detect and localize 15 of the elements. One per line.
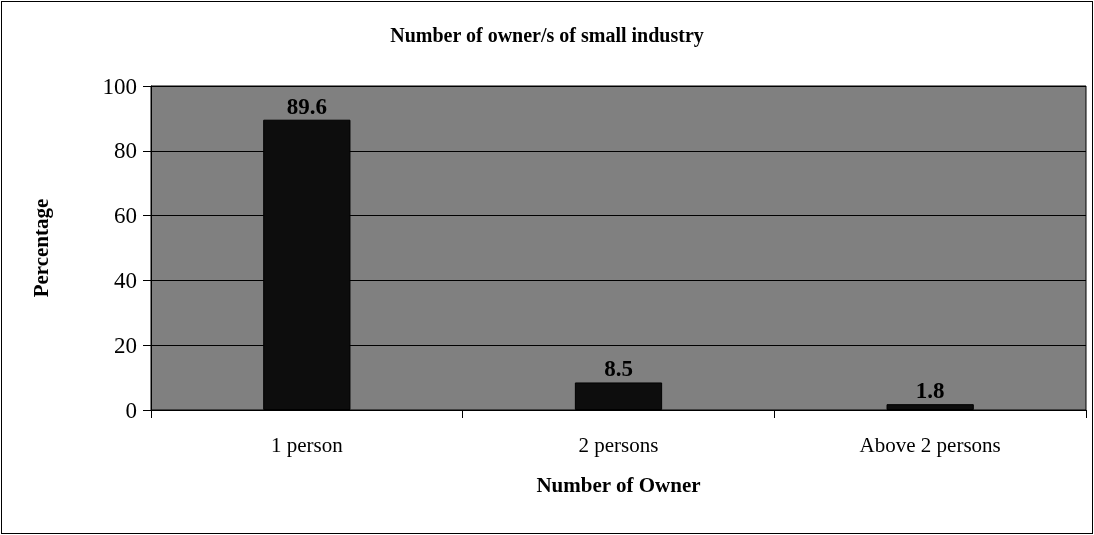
- data-label: 1.8: [915, 378, 945, 404]
- y-axis-title: Percentage: [28, 198, 53, 298]
- data-label: 89.6: [286, 93, 327, 119]
- x-tick-label: Above 2 persons: [859, 432, 1001, 457]
- y-tick-label: 40: [114, 267, 137, 293]
- y-tick-label: 0: [125, 397, 137, 423]
- y-tick-label: 60: [114, 203, 137, 229]
- x-axis-title: Number of Owner: [536, 472, 701, 497]
- y-tick-label: 20: [114, 332, 137, 358]
- data-label: 8.5: [604, 356, 633, 382]
- x-tick-label: 2 persons: [578, 432, 659, 457]
- chart-title: Number of owner/s of small industry: [390, 24, 704, 47]
- x-tick-label: 1 person: [270, 432, 344, 457]
- y-tick-label: 80: [114, 138, 137, 164]
- y-tick-label: 100: [102, 73, 137, 99]
